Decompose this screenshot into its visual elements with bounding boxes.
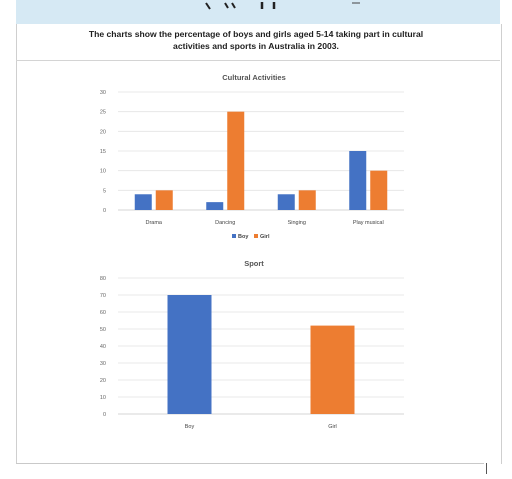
cultural-y-tick-label: 0 <box>103 208 106 214</box>
sport-bar-girl <box>310 325 355 414</box>
figure-frame <box>16 24 502 464</box>
sport-y-tick-label: 40 <box>100 344 106 350</box>
cultural-category-label: Play musical <box>353 220 384 226</box>
cultural-category-label: Singing <box>288 220 306 226</box>
heading-line-1: The charts show the percentage of boys a… <box>88 29 424 39</box>
cultural-y-tick-label: 30 <box>100 90 106 96</box>
legend-swatch-boy <box>232 234 236 238</box>
figure-heading: The charts show the percentage of boys a… <box>40 28 472 52</box>
sport-y-tick-label: 60 <box>100 310 106 316</box>
cultural-y-tick-label: 10 <box>100 169 106 175</box>
cultural-bar-girl <box>298 190 316 210</box>
sport-y-tick-label: 70 <box>100 293 106 299</box>
cultural-y-tick-label: 25 <box>100 110 106 116</box>
sport-y-tick-label: 80 <box>100 276 106 282</box>
sport-bar-boy <box>167 295 212 414</box>
cultural-bar-boy <box>277 194 295 210</box>
legend-label-boy: Boy <box>238 234 249 240</box>
cultural-bar-boy <box>134 194 152 210</box>
cultural-bar-boy <box>349 151 367 210</box>
text-cursor <box>486 463 487 474</box>
cultural-y-tick-label: 5 <box>103 188 106 194</box>
cultural-bar-boy <box>206 202 224 210</box>
cultural-y-tick-label: 15 <box>100 149 106 155</box>
sport-chart-title: Sport <box>244 259 264 268</box>
cultural-bar-girl <box>370 170 388 210</box>
bottom-divider <box>16 463 484 464</box>
legend-swatch-girl <box>254 234 258 238</box>
cultural-category-label: Dancing <box>215 220 235 226</box>
cropped-heading-marks <box>205 2 360 10</box>
sport-y-tick-label: 50 <box>100 327 106 333</box>
sport-y-tick-label: 10 <box>100 395 106 401</box>
sport-category-label: Boy <box>185 424 195 430</box>
heading-line-2: activities and sports in Australia in 20… <box>173 41 339 51</box>
cultural-bar-girl <box>155 190 173 210</box>
sport-y-tick-label: 20 <box>100 378 106 384</box>
cultural-y-tick-label: 20 <box>100 129 106 135</box>
cultural-chart-title: Cultural Activities <box>222 73 286 82</box>
sport-y-tick-label: 30 <box>100 361 106 367</box>
legend-label-girl: Girl <box>260 234 270 240</box>
sport-y-tick-label: 0 <box>103 412 106 418</box>
cultural-category-label: Drama <box>145 220 162 226</box>
heading-divider <box>16 60 500 61</box>
cultural-bar-girl <box>227 111 245 210</box>
sport-category-label: Girl <box>328 424 337 430</box>
top-banner-band <box>16 0 500 24</box>
